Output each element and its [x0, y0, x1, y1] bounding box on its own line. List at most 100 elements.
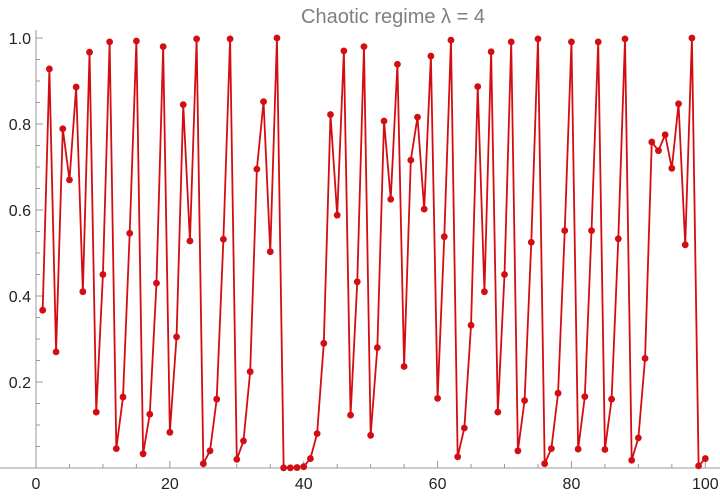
data-point: [601, 446, 609, 453]
x-tick-label: 80: [563, 476, 581, 493]
data-point: [179, 101, 187, 109]
y-tick-label: 0.4: [9, 289, 31, 306]
data-point: [655, 147, 662, 155]
data-point: [166, 428, 174, 436]
data-point: [460, 424, 468, 432]
data-point: [474, 83, 482, 90]
data-point: [92, 408, 100, 416]
data-point: [293, 464, 301, 471]
y-tick-label: 0.8: [9, 117, 31, 134]
data-point: [695, 462, 703, 470]
data-point: [273, 34, 281, 42]
chart-title: Chaotic regime λ = 4: [301, 6, 485, 28]
data-point: [554, 389, 562, 397]
data-point: [380, 117, 388, 125]
data-point: [173, 333, 180, 341]
data-point: [39, 306, 47, 314]
data-point: [86, 48, 93, 56]
data-point: [481, 288, 488, 296]
data-point: [79, 288, 87, 296]
data-point: [541, 460, 549, 468]
data-point: [534, 35, 542, 43]
data-point: [260, 98, 267, 106]
data-point: [146, 410, 154, 418]
data-point: [226, 35, 234, 43]
data-point: [688, 34, 696, 42]
data-point: [220, 235, 227, 243]
data-point: [568, 38, 575, 46]
data-point: [52, 348, 60, 356]
data-point: [588, 227, 595, 235]
data-point: [387, 195, 395, 203]
data-point: [347, 411, 354, 419]
y-tick-label: 1.0: [9, 31, 31, 48]
data-point: [400, 363, 408, 370]
data-point: [594, 38, 602, 46]
data-point: [313, 430, 321, 437]
data-point: [333, 211, 341, 219]
data-point: [286, 464, 294, 472]
data-point: [628, 456, 636, 464]
axes: 0 20 40 60 80 100 0.2 0.4 0.6 0.8 1.0: [0, 30, 720, 493]
data-point: [300, 463, 308, 471]
data-point: [126, 229, 134, 237]
data-point: [133, 37, 140, 45]
data-point: [507, 38, 515, 46]
data-point: [213, 395, 221, 403]
data-point: [608, 395, 615, 403]
data-point: [139, 450, 147, 458]
data-point: [159, 43, 167, 50]
data-point: [373, 344, 381, 351]
data-point: [561, 227, 569, 235]
data-point: [427, 52, 435, 60]
data-point: [701, 455, 709, 462]
series-line: [41, 37, 706, 469]
data-point: [66, 176, 73, 184]
x-tick-label: 40: [295, 476, 313, 493]
data-point: [434, 394, 441, 402]
data-point: [614, 235, 622, 243]
data-point: [668, 164, 676, 172]
data-point: [574, 445, 582, 453]
data-point: [681, 241, 689, 249]
data-point: [527, 238, 535, 246]
x-tick-label: 100: [692, 476, 719, 493]
data-point: [394, 60, 401, 68]
data-point: [420, 205, 428, 213]
data-point: [320, 339, 328, 347]
data-point: [280, 464, 288, 472]
data-point: [675, 100, 682, 108]
data-point: [494, 408, 502, 416]
data-point: [112, 445, 120, 453]
data-point: [621, 35, 629, 43]
data-point: [353, 278, 361, 286]
data-point: [253, 165, 261, 173]
data-point: [447, 36, 455, 44]
data-point: [414, 113, 421, 121]
data-point: [106, 38, 114, 46]
data-point: [72, 83, 80, 91]
data-point: [206, 447, 214, 455]
data-point: [45, 65, 53, 73]
data-point: [487, 48, 495, 56]
data-point: [307, 455, 314, 462]
data-point: [634, 434, 642, 442]
data-point: [153, 279, 160, 287]
y-tick-label: 0.6: [9, 203, 31, 220]
x-tick-label: 20: [161, 476, 179, 493]
data-point: [454, 453, 462, 461]
y-tick-label: 0.2: [9, 375, 31, 392]
data-point: [246, 368, 254, 376]
data-point: [407, 156, 415, 164]
data-point: [340, 47, 348, 55]
data-point: [119, 393, 127, 401]
data-point: [661, 131, 669, 139]
data-point: [327, 111, 334, 118]
data-point: [240, 437, 247, 445]
data-point: [521, 397, 528, 404]
data-point: [440, 233, 448, 241]
data-point: [360, 43, 368, 50]
data-point: [59, 125, 67, 133]
data-point: [501, 271, 508, 278]
